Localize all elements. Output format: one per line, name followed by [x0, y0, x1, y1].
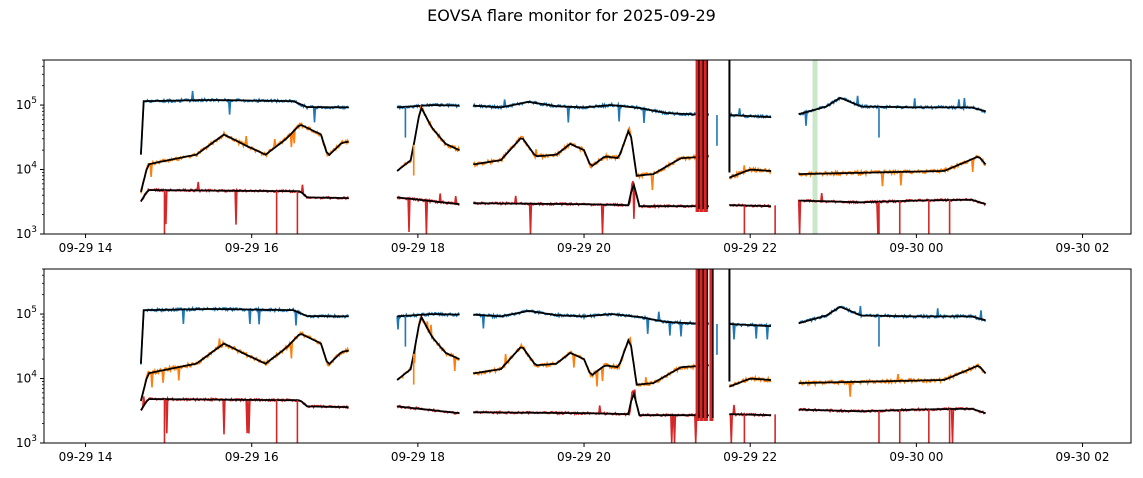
chart-panel-2: 09-29 14 09-29 16 09-29 18 09-29 20 09-29 22… — [16, 268, 1132, 464]
series-high-smooth-5 — [798, 96, 986, 116]
y-tick-label: 104 — [16, 161, 37, 177]
series-mid-smooth-4 — [729, 168, 772, 179]
x-tick-label: 09-30 00 — [889, 241, 943, 255]
interference-spike-3 — [703, 60, 708, 212]
series-low-raw-3 — [473, 389, 710, 443]
chart-panel-1: 09-29 14 09-29 16 09-29 18 09-29 20 09-29 22… — [16, 59, 1132, 255]
interference-spike-1 — [695, 60, 700, 212]
x-tick-label: 09-29 22 — [723, 450, 777, 464]
series-low-raw-3 — [473, 180, 710, 234]
series-mid-raw-1 — [140, 331, 350, 402]
series-mid-raw-3 — [472, 336, 710, 388]
axes-frame — [43, 268, 1132, 444]
series-high-smooth-1 — [140, 308, 349, 364]
y-tick-label: 103 — [16, 434, 37, 450]
series-mid-smooth-4 — [729, 377, 772, 388]
plot-area — [140, 60, 987, 234]
series-high-smooth-3 — [473, 309, 709, 325]
x-tick-label: 09-29 22 — [723, 241, 777, 255]
series-low-raw-4 — [728, 404, 772, 443]
series-low-smooth-3 — [473, 181, 709, 208]
series-high-smooth-4 — [729, 114, 772, 118]
interference-spike-4 — [709, 269, 714, 421]
interference-spike-2 — [699, 60, 704, 212]
interference-spike-2 — [699, 269, 704, 421]
series-high-raw-5 — [798, 95, 987, 126]
series-mid-raw-2 — [396, 104, 461, 172]
series-low-smooth-1 — [140, 189, 349, 202]
series-mid-raw-2 — [396, 315, 461, 381]
x-tick-label: 09-30 02 — [1056, 241, 1110, 255]
series-mid-smooth-5 — [798, 364, 987, 384]
series-mid-smooth-5 — [798, 155, 987, 175]
plot-area — [140, 269, 987, 443]
series-low-smooth-5 — [798, 198, 986, 206]
series-low-smooth-3 — [473, 390, 709, 417]
series-mid-smooth-2 — [396, 105, 460, 172]
y-tick-exponent: 3 — [31, 225, 37, 235]
y-tick-exponent: 4 — [31, 370, 37, 380]
x-tick-label: 09-29 20 — [557, 450, 611, 464]
x-tick-label: 09-30 00 — [889, 450, 943, 464]
series-high-smooth-2 — [397, 104, 460, 109]
series-low-raw-5 — [798, 406, 987, 443]
series-mid-smooth-3 — [473, 337, 709, 386]
series-low-smooth-4 — [729, 413, 772, 417]
x-tick-label: 09-29 14 — [59, 450, 113, 464]
series-high-smooth-4 — [729, 323, 772, 327]
series-mid-smooth-2 — [396, 314, 460, 381]
y-tick-label: 104 — [16, 370, 37, 386]
series-mid-raw-4 — [728, 165, 772, 180]
series-mid-raw-5 — [797, 154, 986, 187]
axes-frame — [43, 59, 1132, 235]
series-low-smooth-5 — [798, 407, 986, 415]
y-tick-exponent: 4 — [31, 161, 37, 171]
series-low-smooth-4 — [729, 204, 772, 208]
x-tick-label: 09-29 16 — [225, 450, 279, 464]
y-tick-label: 105 — [16, 96, 37, 112]
series-high-raw-3 — [472, 99, 709, 124]
series-high-smooth-3 — [473, 100, 709, 116]
figure-title: EOVSA flare monitor for 2025-09-29 — [427, 6, 716, 25]
series-high-smooth-5 — [798, 305, 986, 325]
y-tick-exponent: 5 — [31, 96, 37, 106]
y-tick-label: 105 — [16, 305, 37, 321]
series-low-smooth-2 — [397, 196, 460, 206]
series-low-raw-1 — [140, 181, 350, 225]
series-high-smooth-1 — [140, 99, 349, 155]
series-low-raw-1 — [140, 395, 349, 435]
highlight-band — [812, 60, 818, 234]
interference-spike-1 — [695, 269, 700, 421]
y-tick-label: 103 — [16, 225, 37, 241]
series-mid-smooth-3 — [473, 128, 709, 177]
x-tick-label: 09-29 18 — [391, 241, 445, 255]
x-tick-label: 09-29 18 — [391, 450, 445, 464]
x-tick-label: 09-29 14 — [59, 241, 113, 255]
interference-spike-3 — [703, 269, 708, 421]
series-low-smooth-2 — [397, 405, 460, 415]
series-mid-raw-1 — [140, 122, 350, 194]
x-tick-label: 09-29 20 — [557, 241, 611, 255]
series-low-smooth-1 — [140, 398, 349, 411]
y-tick-exponent: 3 — [31, 434, 37, 444]
x-tick-label: 09-30 02 — [1056, 450, 1110, 464]
series-low-raw-2 — [396, 193, 460, 234]
series-mid-raw-3 — [472, 125, 710, 191]
series-high-smooth-2 — [397, 313, 460, 318]
series-mid-smooth-1 — [140, 333, 349, 402]
y-tick-exponent: 5 — [31, 305, 37, 315]
x-tick-label: 09-29 16 — [225, 241, 279, 255]
series-mid-smooth-1 — [140, 124, 349, 193]
